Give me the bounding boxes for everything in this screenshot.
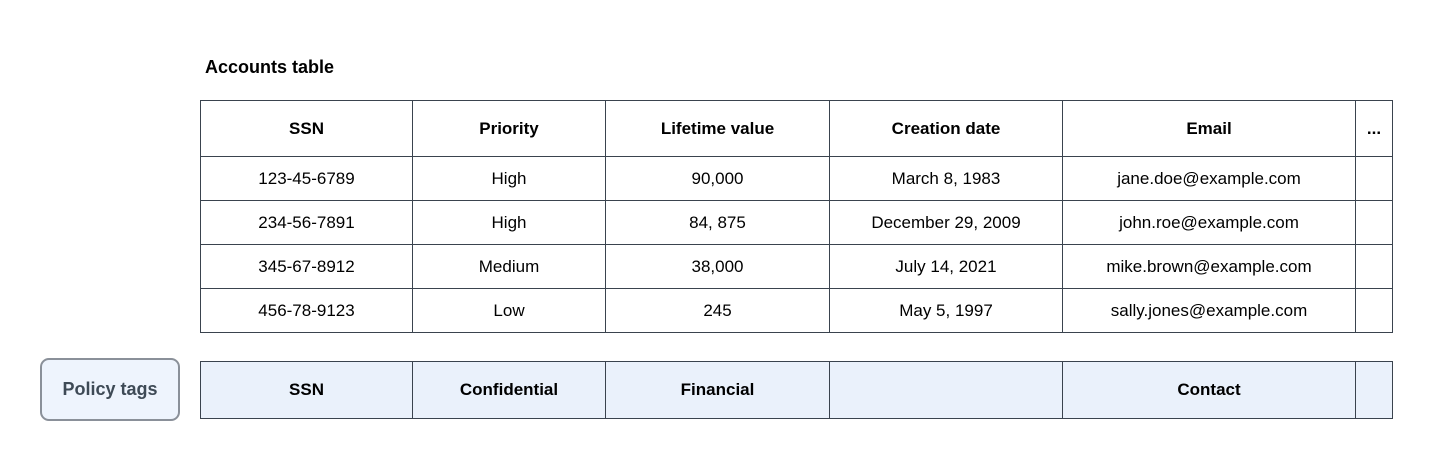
cell-ssn: 234-56-7891 bbox=[200, 200, 413, 245]
cell-creation-date: March 8, 1983 bbox=[829, 156, 1063, 201]
cell-lifetime-value: 90,000 bbox=[605, 156, 830, 201]
table-row: 345-67-8912 Medium 38,000 July 14, 2021 … bbox=[200, 244, 1393, 289]
column-header-lifetime-value: Lifetime value bbox=[605, 100, 830, 157]
cell-creation-date: July 14, 2021 bbox=[829, 244, 1063, 289]
table-title: Accounts table bbox=[205, 57, 335, 77]
cell-email: jane.doe@example.com bbox=[1062, 156, 1356, 201]
cell-more bbox=[1355, 156, 1393, 201]
cell-email: sally.jones@example.com bbox=[1062, 288, 1356, 333]
policy-tag-contact: Contact bbox=[1062, 361, 1356, 419]
table-row: 123-45-6789 High 90,000 March 8, 1983 ja… bbox=[200, 156, 1393, 201]
policy-tag-ssn: SSN bbox=[200, 361, 413, 419]
cell-ssn: 345-67-8912 bbox=[200, 244, 413, 289]
column-header-priority: Priority bbox=[412, 100, 606, 157]
cell-creation-date: December 29, 2009 bbox=[829, 200, 1063, 245]
cell-priority: High bbox=[412, 156, 606, 201]
column-header-creation-date: Creation date bbox=[829, 100, 1063, 157]
column-header-email: Email bbox=[1062, 100, 1356, 157]
cell-more bbox=[1355, 288, 1393, 333]
accounts-table: SSN Priority Lifetime value Creation dat… bbox=[200, 100, 1393, 333]
cell-email: john.roe@example.com bbox=[1062, 200, 1356, 245]
column-header-more: ... bbox=[1355, 100, 1393, 157]
policy-tags-row: SSN Confidential Financial Contact bbox=[200, 361, 1393, 419]
policy-tags-button[interactable]: Policy tags bbox=[40, 358, 180, 421]
policy-tag-empty bbox=[829, 361, 1063, 419]
table-row: 456-78-9123 Low 245 May 5, 1997 sally.jo… bbox=[200, 288, 1393, 333]
cell-more bbox=[1355, 200, 1393, 245]
cell-ssn: 456-78-9123 bbox=[200, 288, 413, 333]
policy-tag-more-empty bbox=[1355, 361, 1393, 419]
policy-row: SSN Confidential Financial Contact bbox=[200, 361, 1393, 419]
cell-priority: High bbox=[412, 200, 606, 245]
cell-lifetime-value: 38,000 bbox=[605, 244, 830, 289]
cell-creation-date: May 5, 1997 bbox=[829, 288, 1063, 333]
cell-priority: Low bbox=[412, 288, 606, 333]
cell-lifetime-value: 84, 875 bbox=[605, 200, 830, 245]
table-row: 234-56-7891 High 84, 875 December 29, 20… bbox=[200, 200, 1393, 245]
cell-priority: Medium bbox=[412, 244, 606, 289]
column-header-ssn: SSN bbox=[200, 100, 413, 157]
header-row: SSN Priority Lifetime value Creation dat… bbox=[200, 100, 1393, 157]
cell-ssn: 123-45-6789 bbox=[200, 156, 413, 201]
policy-tag-confidential: Confidential bbox=[412, 361, 606, 419]
cell-more bbox=[1355, 244, 1393, 289]
cell-email: mike.brown@example.com bbox=[1062, 244, 1356, 289]
cell-lifetime-value: 245 bbox=[605, 288, 830, 333]
policy-tags-button-label: Policy tags bbox=[62, 379, 158, 399]
policy-tag-financial: Financial bbox=[605, 361, 830, 419]
